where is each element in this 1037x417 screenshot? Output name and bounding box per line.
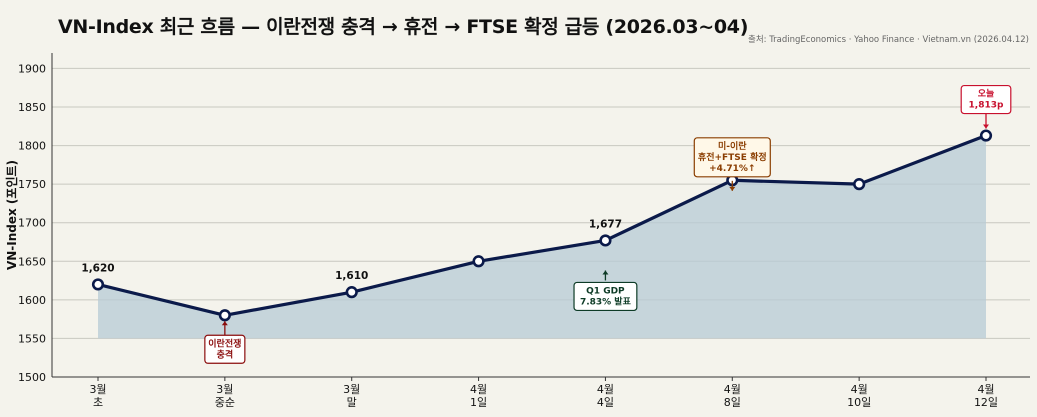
annotation-box <box>573 281 638 312</box>
annotation-text: Q1 GDP 7.83% 발표 <box>580 286 632 307</box>
data-point <box>345 286 358 299</box>
annotation-callout: 미-이란 휴전+FTSE 확정 +4.71%↑ <box>693 137 771 191</box>
annotation-box <box>204 334 246 364</box>
chart-title: VN-Index 최근 흐름 — 이란전쟁 충격 → 휴전 → FTSE 확정 … <box>58 16 749 38</box>
data-point <box>599 234 612 247</box>
annotations: 이란전쟁 충격 Q1 GDP 7.83% 발표 미-이란 휴전+FTSE 확정 +4.71%… <box>204 84 1012 364</box>
x-tick-labels: 3월 초 3월 중순 3월 말 4월 1일 4월 4일 4월 8일 4월 10일 4월 12일 <box>89 377 998 409</box>
annotation-arrowhead <box>729 186 736 191</box>
data-label: 1,610 <box>335 270 368 282</box>
data-label: 1,620 <box>81 262 114 274</box>
y-tick-label: 1800 <box>18 140 46 153</box>
y-tick-label: 1750 <box>18 178 46 191</box>
series-line <box>97 134 987 317</box>
y-tick-label: 1900 <box>18 62 46 75</box>
data-labels: 1,620 1,610 1,677 <box>81 218 622 282</box>
x-tick-label: 4월 4일 <box>597 383 614 409</box>
y-tick-label: 1500 <box>18 371 46 384</box>
x-tick-label: 3월 말 <box>343 383 360 409</box>
source-note: 출처: TradingEconomics · Yahoo Finance · V… <box>748 35 1029 45</box>
x-tick-label: 3월 중순 <box>215 383 235 409</box>
data-point <box>218 309 231 322</box>
annotation-arrowhead <box>602 270 609 275</box>
annotation-arrowhead <box>983 124 989 129</box>
annotation-text: 미-이란 휴전+FTSE 확정 +4.71%↑ <box>698 140 767 174</box>
y-tick-label: 1850 <box>18 101 46 114</box>
axes <box>51 53 1030 378</box>
area-fill <box>98 135 986 339</box>
annotation-text: 이란전쟁 충격 <box>208 337 241 360</box>
data-markers <box>91 129 993 322</box>
annotation-box <box>960 84 1012 115</box>
y-tick-label: 1550 <box>18 332 46 345</box>
annotation-callout: 이란전쟁 충격 <box>204 321 246 364</box>
y-axis-label: VN-Index (포인트) <box>4 160 19 270</box>
annotation-callout: 오늘 1,813p <box>960 84 1012 129</box>
data-label: 1,677 <box>589 218 622 230</box>
y-tick-label: 1700 <box>18 217 46 230</box>
x-tick-label: 3월 초 <box>89 383 106 409</box>
x-tick-label: 4월 8일 <box>724 383 741 409</box>
annotation-box <box>693 137 771 178</box>
annotation-arrowhead <box>221 321 228 326</box>
data-point <box>979 129 993 142</box>
data-point <box>472 255 485 268</box>
y-tick-label: 1600 <box>18 294 46 307</box>
annotation-callout: Q1 GDP 7.83% 발표 <box>573 270 638 312</box>
annotation-text: 오늘 1,813p <box>969 89 1004 111</box>
data-point <box>853 178 866 191</box>
y-tick-label: 1650 <box>18 255 46 268</box>
x-tick-label: 4월 12일 <box>974 383 998 409</box>
x-tick-label: 4월 10일 <box>847 383 871 409</box>
y-tick-labels: 1500 1550 1600 1650 1700 1750 1800 1850 1900 <box>18 62 46 384</box>
data-point <box>91 278 105 291</box>
x-tick-label: 4월 1일 <box>470 383 487 409</box>
